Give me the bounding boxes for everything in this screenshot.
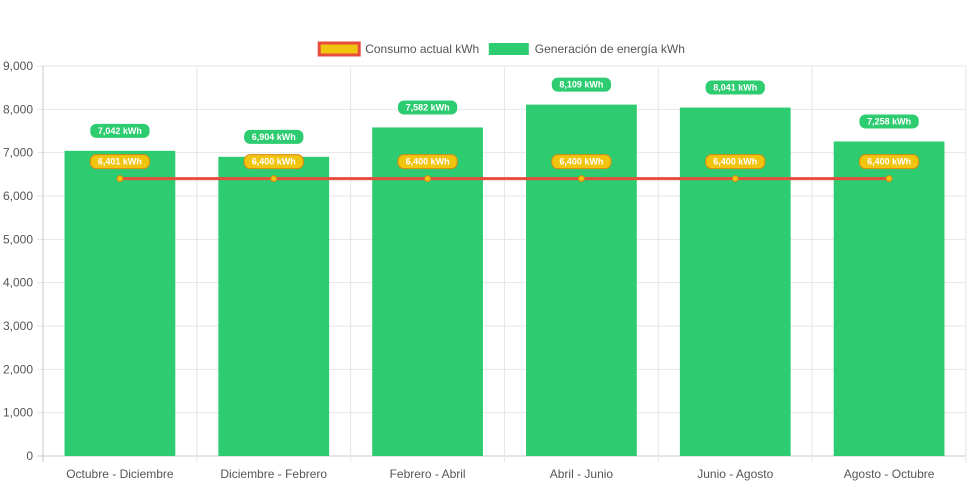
bar-data-label-bg	[859, 114, 919, 129]
y-tick-label: 5,000	[3, 232, 33, 246]
line-point-consumo	[731, 175, 739, 183]
y-tick-label: 4,000	[3, 276, 33, 290]
x-tick-label: Diciembre - Febrero	[220, 467, 327, 481]
y-tick-label: 7,000	[3, 146, 33, 160]
x-tick-label: Junio - Agosto	[697, 467, 773, 481]
bar-data-label-text: 6,904 kWh	[252, 132, 296, 142]
bar-data-label-text: 7,258 kWh	[867, 116, 911, 126]
y-tick-label: 9,000	[3, 59, 33, 73]
line-point-consumo	[424, 175, 432, 183]
y-tick-label: 2,000	[3, 362, 33, 376]
legend-item-consumo-label: Consumo actual kWh	[365, 42, 479, 56]
line-data-label-bg	[705, 154, 766, 170]
line-data-label-text: 6,401 kWh	[98, 157, 142, 167]
label-layer: 7,042 kWh 6,904 kWh 7,582 kWh 8,109 kWh 8,04…	[89, 77, 920, 170]
x-tick-label: Febrero - Abril	[390, 467, 466, 481]
legend-item-consumo[interactable]: Consumo actual kWh	[317, 41, 479, 57]
line-data-label: 6,401 kWh	[89, 154, 151, 170]
bar-data-label-bg	[244, 129, 304, 144]
bar-data-label: 7,258 kWh	[859, 114, 919, 129]
line-data-label-bg	[858, 154, 920, 170]
bar-generacion	[64, 150, 176, 456]
bar-data-label-text: 7,042 kWh	[98, 126, 142, 136]
line-point-consumo	[577, 175, 585, 183]
line-data-label-text: 6,400 kWh	[867, 157, 911, 167]
line-data-label-bg	[89, 154, 151, 170]
line-point-consumo	[270, 175, 278, 183]
line-data-label-bg	[243, 154, 304, 170]
line-data-label: 6,400 kWh	[243, 154, 304, 170]
legend: Consumo actual kWh Generación de energía …	[317, 41, 685, 57]
bar-data-label-bg	[551, 77, 612, 92]
line-data-label: 6,400 kWh	[858, 154, 920, 170]
grid-layer	[37, 65, 967, 462]
legend-item-generacion-swatch	[488, 43, 529, 55]
bar-data-label: 8,109 kWh	[551, 77, 612, 92]
legend-item-consumo-swatch	[317, 41, 361, 57]
line-data-label: 6,400 kWh	[705, 154, 766, 170]
legend-item-generacion[interactable]: Generación de energía kWh	[488, 42, 685, 56]
line-data-label: 6,400 kWh	[397, 154, 458, 170]
line-data-label-text: 6,400 kWh	[559, 157, 603, 167]
bar-data-label: 7,582 kWh	[397, 100, 458, 115]
line-data-label-bg	[397, 154, 458, 170]
y-tick-label: 0	[26, 449, 33, 463]
x-tick-label: Agosto - Octubre	[844, 467, 935, 481]
bar-data-label-text: 7,582 kWh	[406, 102, 450, 112]
y-tick-label: 3,000	[3, 319, 33, 333]
bar-layer	[64, 104, 945, 457]
x-tick-label: Octubre - Diciembre	[66, 467, 174, 481]
x-tick-label: Abril - Junio	[550, 467, 614, 481]
bar-data-label: 7,042 kWh	[90, 123, 150, 138]
bar-data-label-bg	[90, 123, 150, 138]
line-data-label-text: 6,400 kWh	[713, 157, 757, 167]
line-data-label-text: 6,400 kWh	[406, 157, 450, 167]
line-data-label-bg	[551, 154, 612, 170]
y-tick-label: 1,000	[3, 406, 33, 420]
bar-generacion	[218, 156, 330, 456]
axis-layer: 0 1,000 2,000 3,000 4,000 5,000 6,000 7,000 8,00…	[3, 59, 935, 481]
y-tick-label: 8,000	[3, 102, 33, 116]
bar-data-label-bg	[705, 80, 765, 95]
bar-data-label-bg	[397, 100, 458, 115]
bar-generacion	[372, 127, 483, 457]
line-data-label: 6,400 kWh	[551, 154, 612, 170]
bar-data-label: 8,041 kWh	[705, 80, 765, 95]
bar-data-label: 6,904 kWh	[244, 129, 304, 144]
y-tick-label: 6,000	[3, 189, 33, 203]
bar-generacion	[833, 141, 945, 456]
line-point-consumo	[116, 175, 124, 183]
line-layer	[116, 175, 893, 183]
legend-item-generacion-label: Generación de energía kWh	[535, 42, 685, 56]
bar-data-label-text: 8,109 kWh	[559, 80, 603, 90]
bar-data-label-text: 8,041 kWh	[713, 83, 757, 93]
line-point-consumo	[885, 175, 893, 183]
line-data-label-text: 6,400 kWh	[252, 157, 296, 167]
